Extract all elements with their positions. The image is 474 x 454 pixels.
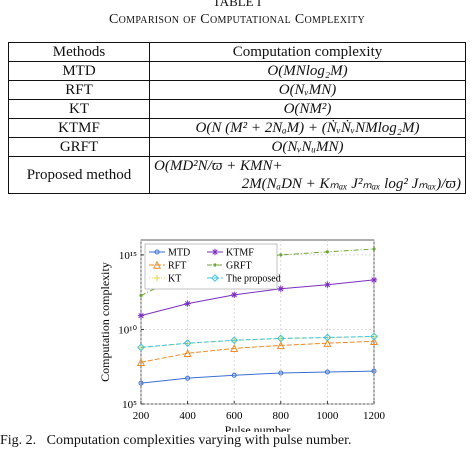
- method-cell: RFT: [8, 80, 150, 100]
- chart: 200 400 600 800 1000 1200 10⁵ 10¹⁰ 10¹⁵ Pulse num…: [98, 239, 386, 432]
- marker: [185, 375, 191, 381]
- legend-label: KTMF: [226, 248, 254, 259]
- marker: [324, 281, 331, 288]
- legend-marker: [152, 260, 162, 269]
- table-row: Proposed method O(MD²N/ϖ + KMN+ 2M(NₐDN + …: [8, 156, 466, 194]
- x-tick-label: 1000: [316, 410, 339, 422]
- formula-line: O(NᵥMN): [278, 82, 337, 98]
- marker: [370, 276, 378, 284]
- column-header: Methods: [8, 42, 150, 62]
- complexity-cell: O(MNlog₂M): [149, 61, 466, 81]
- marker: [372, 247, 376, 251]
- x-tick-label: 400: [179, 410, 196, 422]
- marker: [277, 285, 284, 292]
- marker: [137, 312, 145, 319]
- table-row: MTD O(MNlog₂M): [8, 61, 466, 81]
- table-title: Comparison of Computational Complexity: [109, 12, 365, 27]
- table-row: KT O(NM²): [8, 99, 466, 119]
- marker: [324, 369, 330, 375]
- method-cell: KT: [8, 99, 150, 119]
- marker: [323, 338, 332, 347]
- legend-marker: [211, 248, 219, 256]
- formula-line: O(NM²): [283, 101, 332, 117]
- legend-marker: [211, 274, 219, 282]
- table-row: KTMF O(N (M² + 2NₐM) + (ṄᵥṄᵥNMlog₂M): [8, 118, 466, 138]
- column-header: Computation complexity: [149, 42, 466, 62]
- marker: [139, 293, 143, 298]
- formula-line: O(MNlog₂M): [267, 63, 348, 79]
- figure-caption: Fig. 2. Computation complexities varying…: [0, 433, 352, 448]
- complexity-table: Methods Computation complexity MTD O(MNlog₂…: [8, 42, 466, 194]
- marker: [276, 341, 285, 350]
- x-tick-label: 600: [226, 410, 243, 422]
- x-tick-label: 1200: [363, 410, 386, 422]
- y-axis-label: Computation complexity: [98, 262, 112, 382]
- complexity-cell: O(NM²): [149, 99, 466, 119]
- table-row: RFT O(NᵥMN): [8, 80, 466, 100]
- formula-line: O(NᵥNᵤMN): [271, 139, 344, 155]
- complexity-cell: O(NᵥMN): [149, 80, 466, 100]
- x-axis-label: Pulse number: [225, 423, 291, 432]
- legend-marker: [154, 249, 160, 255]
- x-tick-label: 800: [273, 410, 290, 422]
- marker: [325, 250, 329, 254]
- legend-label: The proposed: [226, 274, 281, 285]
- marker: [137, 344, 145, 351]
- marker: [184, 300, 191, 307]
- legend-marker: [153, 274, 161, 282]
- marker: [183, 349, 192, 358]
- complexity-cell: O(N (M² + 2NₐM) + (ṄᵥṄᵥNMlog₂M): [149, 118, 466, 138]
- series-line: [140, 335, 375, 348]
- series-line: [140, 340, 375, 363]
- marker: [278, 370, 284, 376]
- legend-label: RFT: [168, 261, 186, 272]
- marker: [371, 368, 377, 374]
- formula-line: O(MD²N/ϖ + KMN+: [154, 158, 283, 174]
- marker: [370, 332, 378, 341]
- y-tick-label: 10¹⁵: [119, 250, 137, 262]
- x-tick-label: 200: [133, 410, 150, 422]
- marker: [231, 291, 238, 299]
- header-row: Methods Computation complexity: [8, 42, 466, 62]
- legend-label: MTD: [168, 248, 190, 259]
- marker: [231, 372, 237, 378]
- marker: [138, 380, 144, 386]
- y-tick-label: 10¹⁰: [118, 324, 137, 336]
- method-cell: MTD: [8, 61, 150, 81]
- marker: [183, 339, 192, 348]
- marker: [137, 343, 145, 352]
- table-row: GRFT O(NᵥNᵤMN): [8, 137, 466, 157]
- marker: [369, 337, 379, 346]
- legend: MTD RFT KT KTMF GRFT The proposed: [144, 243, 281, 290]
- legend-label: KT: [168, 274, 181, 285]
- method-cell: KTMF: [8, 118, 150, 138]
- marker: [230, 336, 239, 345]
- series-line: [140, 370, 375, 384]
- method-cell: GRFT: [8, 137, 150, 157]
- formula-line: 2M(NₐDN + Kₘₐₓ J²ₘₐₓ log² Jₘₐₓ)/ϖ): [241, 176, 461, 192]
- formula-line: O(N (M² + 2NₐM) + (ṄᵥṄᵥNMlog₂M): [195, 120, 420, 136]
- table-label: TABLE I: [212, 0, 262, 9]
- y-tick-label: 10⁵: [122, 399, 137, 411]
- marker: [230, 344, 239, 353]
- marker: [323, 333, 332, 342]
- method-cell: Proposed method: [8, 156, 150, 194]
- marker: [136, 357, 146, 366]
- marker: [276, 334, 285, 343]
- complexity-cell: O(MD²N/ϖ + KMN+ 2M(NₐDN + Kₘₐₓ J²ₘₐₓ log²…: [149, 156, 466, 194]
- legend-label: GRFT: [226, 261, 252, 272]
- complexity-cell: O(NᵥNᵤMN): [149, 137, 466, 157]
- legend-marker: [213, 263, 217, 267]
- marker: [279, 253, 283, 257]
- series-line: [140, 279, 375, 317]
